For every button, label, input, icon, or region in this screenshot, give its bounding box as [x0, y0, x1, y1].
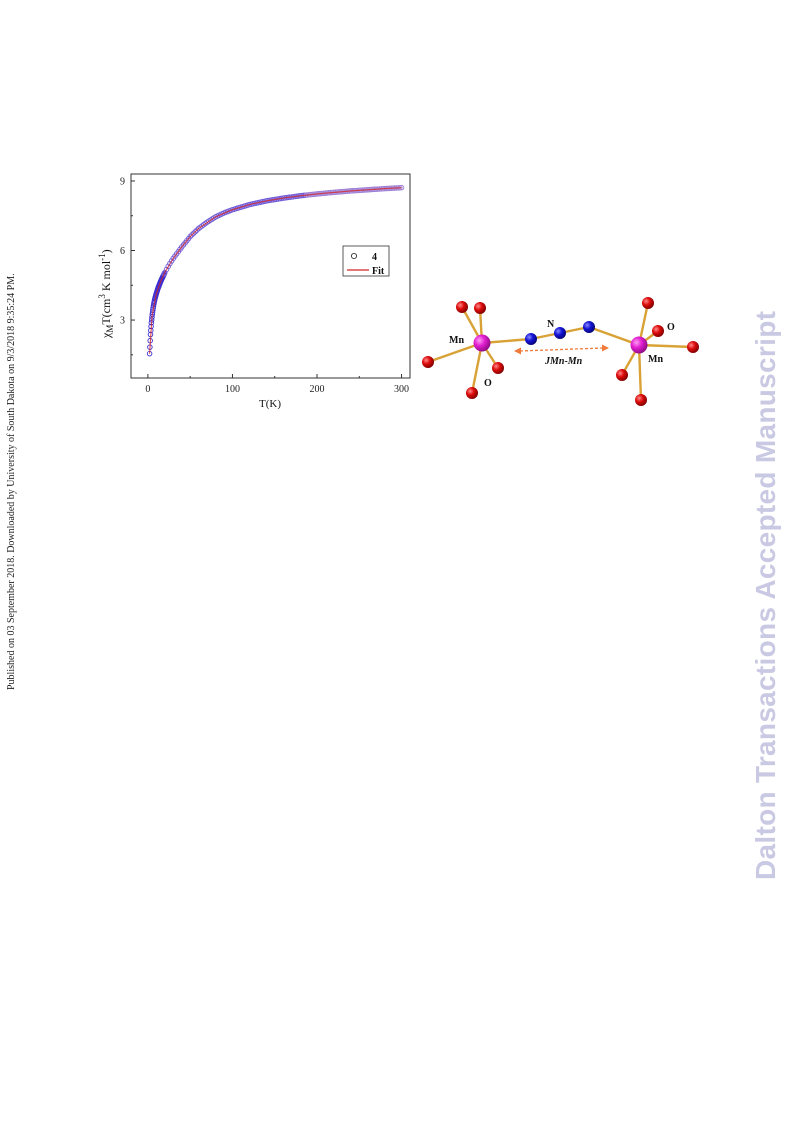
chart: 0 100 200 300 369 4 Fit T(K) χMT(cm3 K mol-… [97, 173, 411, 410]
y-title-mid: K mol [99, 260, 113, 294]
x-tick-label: 200 [310, 384, 325, 395]
oxygen-atom [474, 302, 486, 314]
legend-label-fit: Fit [372, 266, 385, 277]
legend-box [342, 245, 390, 277]
y-axis-title: χMT(cm3 K mol-1) [97, 249, 115, 339]
nitrogen-atom [525, 333, 537, 345]
label-mn-left: Mn [449, 335, 464, 346]
y-tick-label: 9 [120, 176, 125, 187]
x-tick-label: 100 [225, 384, 240, 395]
y-title-main: T(cm [99, 298, 113, 325]
nitrogen-atom [554, 327, 566, 339]
coupling-arrow-head-left [514, 347, 521, 355]
y-title-end: ) [99, 249, 113, 253]
y-title-chi: χ [99, 332, 113, 339]
label-n: N [547, 319, 555, 330]
nitrogen-atom [583, 321, 595, 333]
manganese-atom-right [630, 336, 648, 354]
label-mn-right: Mn [648, 354, 663, 365]
x-axis: 0 100 200 300 [145, 374, 409, 395]
data-point [194, 227, 200, 233]
y-axis: 3 6 9 [120, 176, 135, 356]
data-point [187, 233, 193, 240]
oxygen-atom [466, 387, 478, 399]
data-point [189, 232, 195, 238]
y-title-sup1: 3 [97, 294, 107, 299]
coupling-arrow-head-right [602, 344, 609, 352]
data-point [162, 269, 168, 276]
legend-label-4: 4 [372, 252, 377, 263]
y-tick-label: 3 [120, 316, 125, 327]
molecular-structure: Mn Mn N O O JMn-Mn [422, 297, 699, 406]
data-point [163, 266, 170, 273]
oxygen-atom [642, 297, 654, 309]
fit-line [149, 187, 402, 354]
bonds [426, 301, 695, 402]
oxygen-atom [456, 301, 468, 313]
label-o-left: O [484, 378, 492, 389]
x-tick-label: 0 [145, 384, 150, 395]
x-axis-title: T(K) [259, 398, 281, 410]
oxygen-atom [616, 369, 628, 381]
oxygen-atom [652, 325, 664, 337]
y-title-sup2: -1 [97, 253, 107, 261]
data-point [190, 230, 197, 237]
oxygen-atom [422, 356, 434, 368]
y-tick-label: 6 [120, 246, 125, 257]
legend-marker-circle [350, 252, 358, 260]
oxygen-atom [687, 341, 699, 353]
oxygen-atom [492, 362, 504, 374]
label-coupling: JMn-Mn [544, 356, 583, 367]
coupling-arrow [519, 347, 604, 352]
y-title-sub: M [105, 325, 115, 333]
data-series [146, 184, 405, 357]
data-point [192, 228, 199, 235]
data-point [165, 263, 171, 270]
legend: 4 Fit [342, 245, 390, 277]
label-o-right: O [667, 322, 675, 333]
x-tick-label: 300 [394, 384, 409, 395]
oxygen-atom [635, 394, 647, 406]
manganese-atom-left [473, 334, 491, 352]
